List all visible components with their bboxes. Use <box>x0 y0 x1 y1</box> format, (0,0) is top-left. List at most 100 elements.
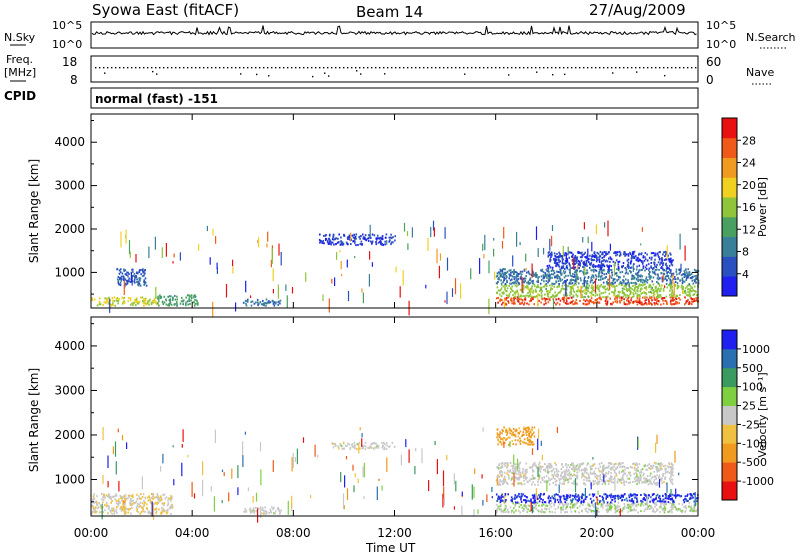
power-cell <box>618 294 620 297</box>
velocity-cell <box>99 504 102 507</box>
freq-panel-frame <box>90 55 699 83</box>
power-cell <box>691 303 693 306</box>
power-cell <box>571 259 574 262</box>
velocity-cell <box>587 473 589 476</box>
velocity-cell <box>504 480 507 483</box>
freq-dot <box>407 67 409 69</box>
power-cell <box>653 302 656 304</box>
power-cell <box>554 291 556 294</box>
velocity-cell <box>161 502 163 505</box>
velocity-cell <box>643 464 646 467</box>
power-cell <box>526 302 528 305</box>
velocity-cell <box>503 471 506 474</box>
power-cell <box>597 301 599 304</box>
power-cell <box>688 283 691 286</box>
velocity-cell <box>633 466 636 469</box>
power-cell <box>577 282 580 285</box>
freq-dot <box>411 67 413 69</box>
velocity-cell <box>635 503 638 506</box>
velocity-cell <box>383 446 386 449</box>
power-cell <box>671 299 674 302</box>
velocity-cell <box>551 469 554 472</box>
power-cell <box>513 300 515 303</box>
power-cell <box>528 272 530 275</box>
power-cell <box>598 279 600 281</box>
velocity-cell <box>520 497 522 500</box>
velocity-cell <box>608 470 610 473</box>
velocity-cell <box>341 447 344 450</box>
velocity-cell <box>596 507 598 510</box>
velocity-cell <box>154 508 156 511</box>
freq-tick-bottom: 8 <box>70 73 78 87</box>
velocity-cell <box>530 477 532 480</box>
power-cell <box>348 234 351 237</box>
velocity-cell <box>670 475 672 478</box>
power-cell <box>627 300 630 303</box>
velocity-cell <box>504 477 506 480</box>
power-cell <box>618 250 621 253</box>
velocity-cell <box>626 477 629 480</box>
velocity-cell <box>134 501 136 504</box>
freq-dot <box>679 67 681 69</box>
velocity-cell <box>361 445 364 448</box>
power-cell <box>182 299 184 302</box>
power-cell <box>606 252 609 255</box>
velocity-cell <box>556 498 559 501</box>
power-cell <box>319 241 321 244</box>
velocity-cell <box>499 433 501 436</box>
velocity-cell <box>167 502 170 505</box>
power-cell <box>520 277 523 280</box>
power-cell <box>116 278 119 281</box>
velocity-cell <box>583 500 585 503</box>
power-cell <box>660 296 662 299</box>
power-cell <box>509 290 512 293</box>
power-cell <box>656 290 658 292</box>
power-ytick-label: 3000 <box>54 179 85 193</box>
power-cell <box>653 263 656 266</box>
velocity-cell <box>527 439 529 442</box>
date-title: 27/Aug/2009 <box>589 1 686 19</box>
power-cell <box>496 297 498 300</box>
velocity-cell <box>640 494 642 496</box>
velocity-cell <box>149 501 152 503</box>
velocity-cell <box>561 476 564 479</box>
freq-dot <box>243 67 245 69</box>
power-cell <box>544 272 546 275</box>
power-cell <box>331 241 334 244</box>
power-cell <box>665 258 667 261</box>
freq-dot <box>383 67 385 69</box>
power-cell <box>521 270 524 273</box>
velocity-cell <box>534 505 537 508</box>
power-cell <box>188 299 190 301</box>
power-cell <box>631 256 633 259</box>
power-streak <box>369 251 371 260</box>
velocity-cell <box>560 506 562 509</box>
power-cell <box>603 273 605 276</box>
power-cell <box>664 299 667 302</box>
power-cell <box>675 294 678 297</box>
power-cell <box>641 262 644 265</box>
velocity-cell <box>583 482 585 485</box>
velocity-cell <box>160 512 162 515</box>
freq-dot <box>415 67 417 69</box>
power-cell <box>107 299 109 302</box>
power-cell <box>676 273 678 276</box>
power-cell <box>124 269 127 272</box>
velocity-cell <box>689 509 692 512</box>
power-cell <box>143 298 145 300</box>
velocity-cell <box>620 479 623 482</box>
power-cell <box>614 261 617 264</box>
power-cell <box>660 303 662 306</box>
velocity-cell <box>581 468 583 471</box>
velocity-cell <box>120 505 122 508</box>
power-cell <box>394 235 396 238</box>
velocity-cell <box>522 509 525 512</box>
power-streak <box>628 282 630 288</box>
power-cell <box>547 301 550 304</box>
velocity-cell <box>640 471 643 474</box>
power-streak <box>604 222 606 228</box>
power-cell <box>359 242 362 245</box>
velocity-cell <box>634 476 637 479</box>
power-cell <box>657 282 659 285</box>
power-cell <box>130 281 132 283</box>
